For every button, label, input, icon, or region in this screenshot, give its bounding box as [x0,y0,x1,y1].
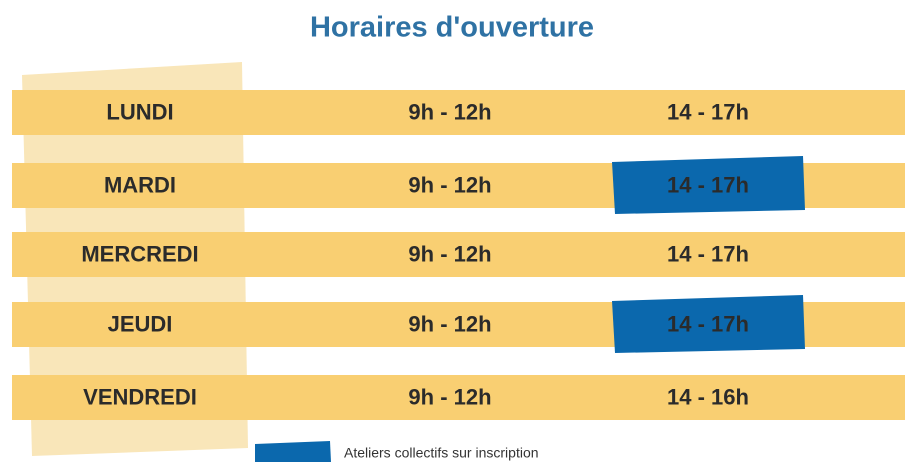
rows: LUNDI 9h - 12h 14 - 17h MARDI 9h - 12h 14 - 1… [12,90,905,420]
day-label: MERCREDI [81,241,198,266]
morning-hours: 9h - 12h [408,99,491,124]
day-label: MARDI [104,172,176,197]
morning-hours: 9h - 12h [408,384,491,409]
morning-hours: 9h - 12h [408,311,491,336]
afternoon-hours: 14 - 17h [667,99,749,124]
afternoon-hours: 14 - 16h [667,384,749,409]
afternoon-hours: 14 - 17h [667,241,749,266]
day-label: LUNDI [106,99,173,124]
legend-swatch [255,441,331,462]
afternoon-hours: 14 - 17h [667,172,749,197]
morning-hours: 9h - 12h [408,241,491,266]
morning-hours: 9h - 12h [408,172,491,197]
row-band [12,90,905,135]
row-band [12,375,905,420]
row-band [12,232,905,277]
day-label: VENDREDI [83,384,197,409]
atelier-highlight [612,295,805,353]
atelier-highlight [612,156,805,214]
day-label: JEUDI [108,311,173,336]
legend-label: Ateliers collectifs sur inscription [344,445,539,461]
afternoon-hours: 14 - 17h [667,311,749,336]
title: Horaires d'ouverture [310,12,594,44]
